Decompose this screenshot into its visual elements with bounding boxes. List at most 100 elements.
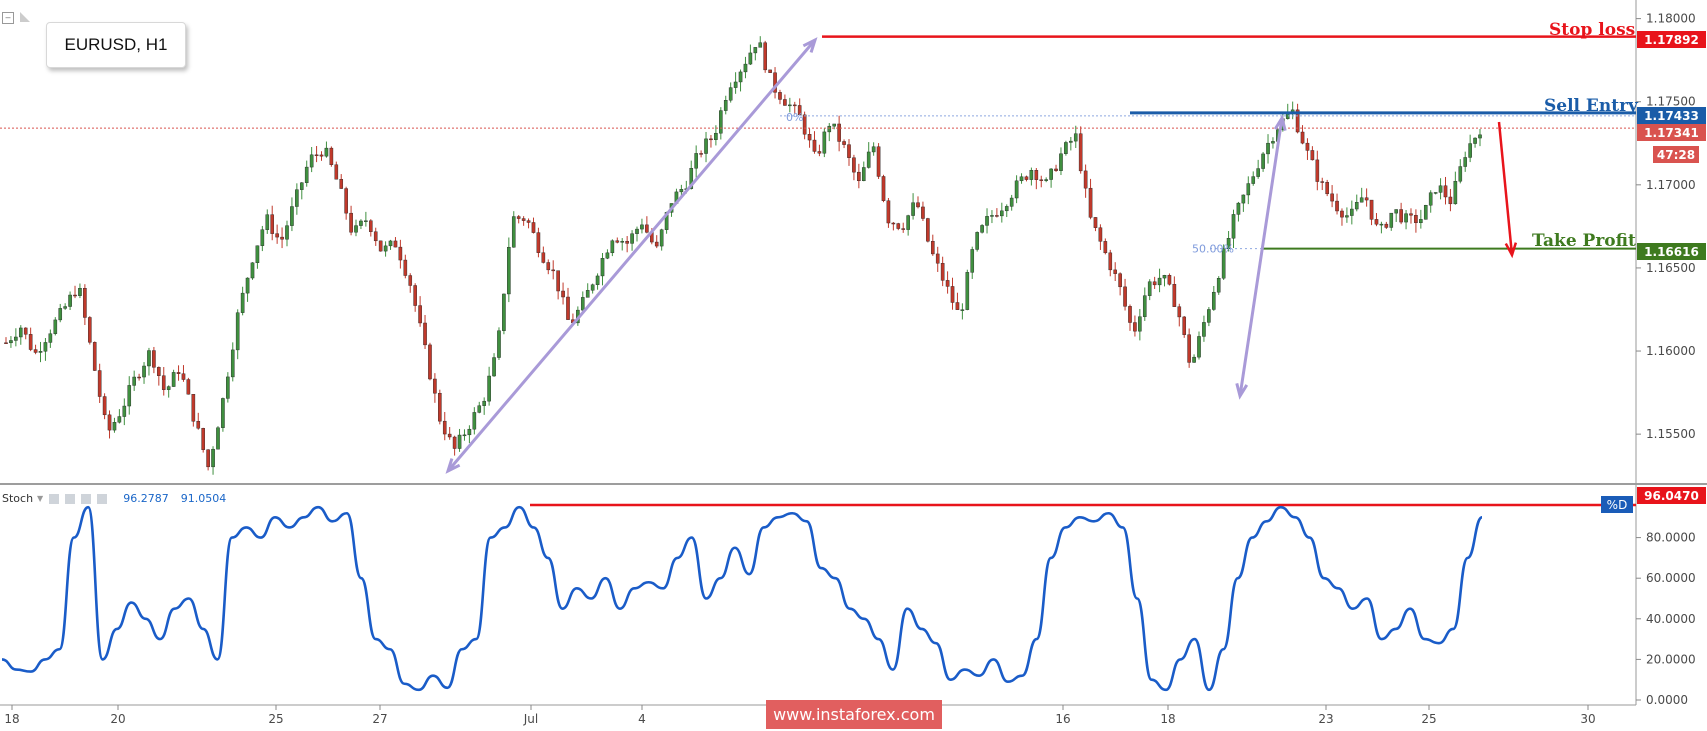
candle-body xyxy=(842,141,846,145)
candle-body xyxy=(314,154,319,157)
candle-body xyxy=(186,379,191,395)
candle-body xyxy=(378,240,383,252)
candle-body xyxy=(709,138,713,141)
chevron-down-icon[interactable]: ▼ xyxy=(37,494,44,503)
candle-body xyxy=(1300,131,1305,144)
settings-icon[interactable] xyxy=(65,493,76,504)
price-pane[interactable] xyxy=(0,0,1636,484)
candle-body xyxy=(216,427,220,450)
time-axis-label: 4 xyxy=(638,712,646,726)
candle-body xyxy=(1093,217,1098,228)
candle-body xyxy=(1088,187,1093,218)
time-axis-label: 23 xyxy=(1318,712,1333,726)
candle-body xyxy=(88,317,92,343)
stoch-k-line xyxy=(1,505,1483,692)
impulse-arrow-head xyxy=(445,458,461,474)
candle-body xyxy=(447,433,452,438)
candle-body xyxy=(290,206,294,226)
candle-body xyxy=(157,367,161,376)
candle-body xyxy=(822,131,827,154)
candle-body xyxy=(1409,213,1413,216)
candle-body xyxy=(960,309,965,311)
candle-body xyxy=(1138,316,1142,332)
candle-body xyxy=(1433,192,1438,194)
stop-loss-price-tag: 1.17892 xyxy=(1637,31,1706,48)
candle-body xyxy=(428,344,432,380)
candle-body xyxy=(1118,273,1122,288)
candle-body xyxy=(1423,204,1428,220)
candle-body xyxy=(497,330,501,358)
candle-body xyxy=(260,229,265,246)
candle-body xyxy=(1261,153,1265,169)
candle-body xyxy=(1473,137,1477,144)
candle-body xyxy=(605,252,610,259)
candle-body xyxy=(1379,223,1384,226)
candle-body xyxy=(1463,157,1468,167)
candle-body xyxy=(546,262,551,271)
candle-body xyxy=(1197,336,1201,358)
candle-body xyxy=(1133,322,1137,332)
take-profit-price-tag: 1.16616 xyxy=(1637,243,1706,260)
candle-body xyxy=(921,206,925,219)
candle-body xyxy=(1453,180,1458,205)
candle-body xyxy=(161,375,166,390)
stoch-axis-label: 40.0000 xyxy=(1646,612,1696,626)
candle-body xyxy=(748,52,753,65)
candle-body xyxy=(304,166,309,183)
candle-body xyxy=(1142,295,1147,317)
candle-body xyxy=(1295,109,1300,133)
candle-body xyxy=(319,154,324,157)
candle-body xyxy=(1330,193,1334,202)
candle-body xyxy=(521,218,526,221)
candle-body xyxy=(507,247,511,295)
candle-body xyxy=(472,412,477,430)
candle-body xyxy=(679,189,684,193)
impulse-arrow xyxy=(446,39,817,472)
stoch-header[interactable]: Stoch ▼ 96.2787 91.0504 xyxy=(2,492,226,505)
candle-body xyxy=(1182,316,1187,335)
time-axis-label: 18 xyxy=(4,712,19,726)
stoch-axis-label: 20.0000 xyxy=(1646,652,1696,666)
candle-body xyxy=(1414,215,1418,224)
close-icon[interactable] xyxy=(97,493,108,504)
candle-body xyxy=(1211,291,1216,310)
candle-body xyxy=(275,233,279,238)
candle-body xyxy=(1438,185,1443,193)
candle-body xyxy=(788,104,792,107)
candle-body xyxy=(117,416,122,423)
candle-body xyxy=(1340,210,1344,218)
candle-body xyxy=(1039,179,1044,181)
candle-body xyxy=(1177,306,1182,318)
candle-body xyxy=(329,147,334,165)
candle-body xyxy=(817,151,822,154)
stoch-name[interactable]: Stoch xyxy=(2,492,34,505)
candle-body xyxy=(985,216,989,226)
candle-body xyxy=(265,214,270,230)
candle-body xyxy=(1202,322,1206,337)
symbol-label[interactable]: EURUSD, H1 xyxy=(46,22,186,68)
candle-body xyxy=(142,365,146,378)
time-axis-label: 18 xyxy=(1160,712,1175,726)
price-axis-label: 1.17500 xyxy=(1646,95,1696,109)
candle-body xyxy=(689,168,694,189)
candle-body xyxy=(457,434,462,449)
eye-icon[interactable] xyxy=(49,493,60,504)
add-icon[interactable] xyxy=(81,493,92,504)
take-profit-label: Take Profit xyxy=(1532,231,1636,251)
candle-body xyxy=(645,224,649,233)
candle-body xyxy=(1078,133,1083,172)
candle-body xyxy=(704,138,708,154)
candle-body xyxy=(871,146,876,153)
collapse-icon[interactable]: – xyxy=(2,12,14,24)
candle-body xyxy=(1207,309,1211,323)
candle-body xyxy=(1364,197,1369,201)
stoch-pane[interactable] xyxy=(0,485,1636,705)
candle-body xyxy=(388,240,393,247)
candle-body xyxy=(778,92,782,100)
candle-body xyxy=(14,336,18,341)
candle-body xyxy=(1458,166,1463,182)
candle-body xyxy=(926,218,930,242)
candle-body xyxy=(1266,142,1270,155)
price-axis-label: 1.15500 xyxy=(1646,427,1696,441)
